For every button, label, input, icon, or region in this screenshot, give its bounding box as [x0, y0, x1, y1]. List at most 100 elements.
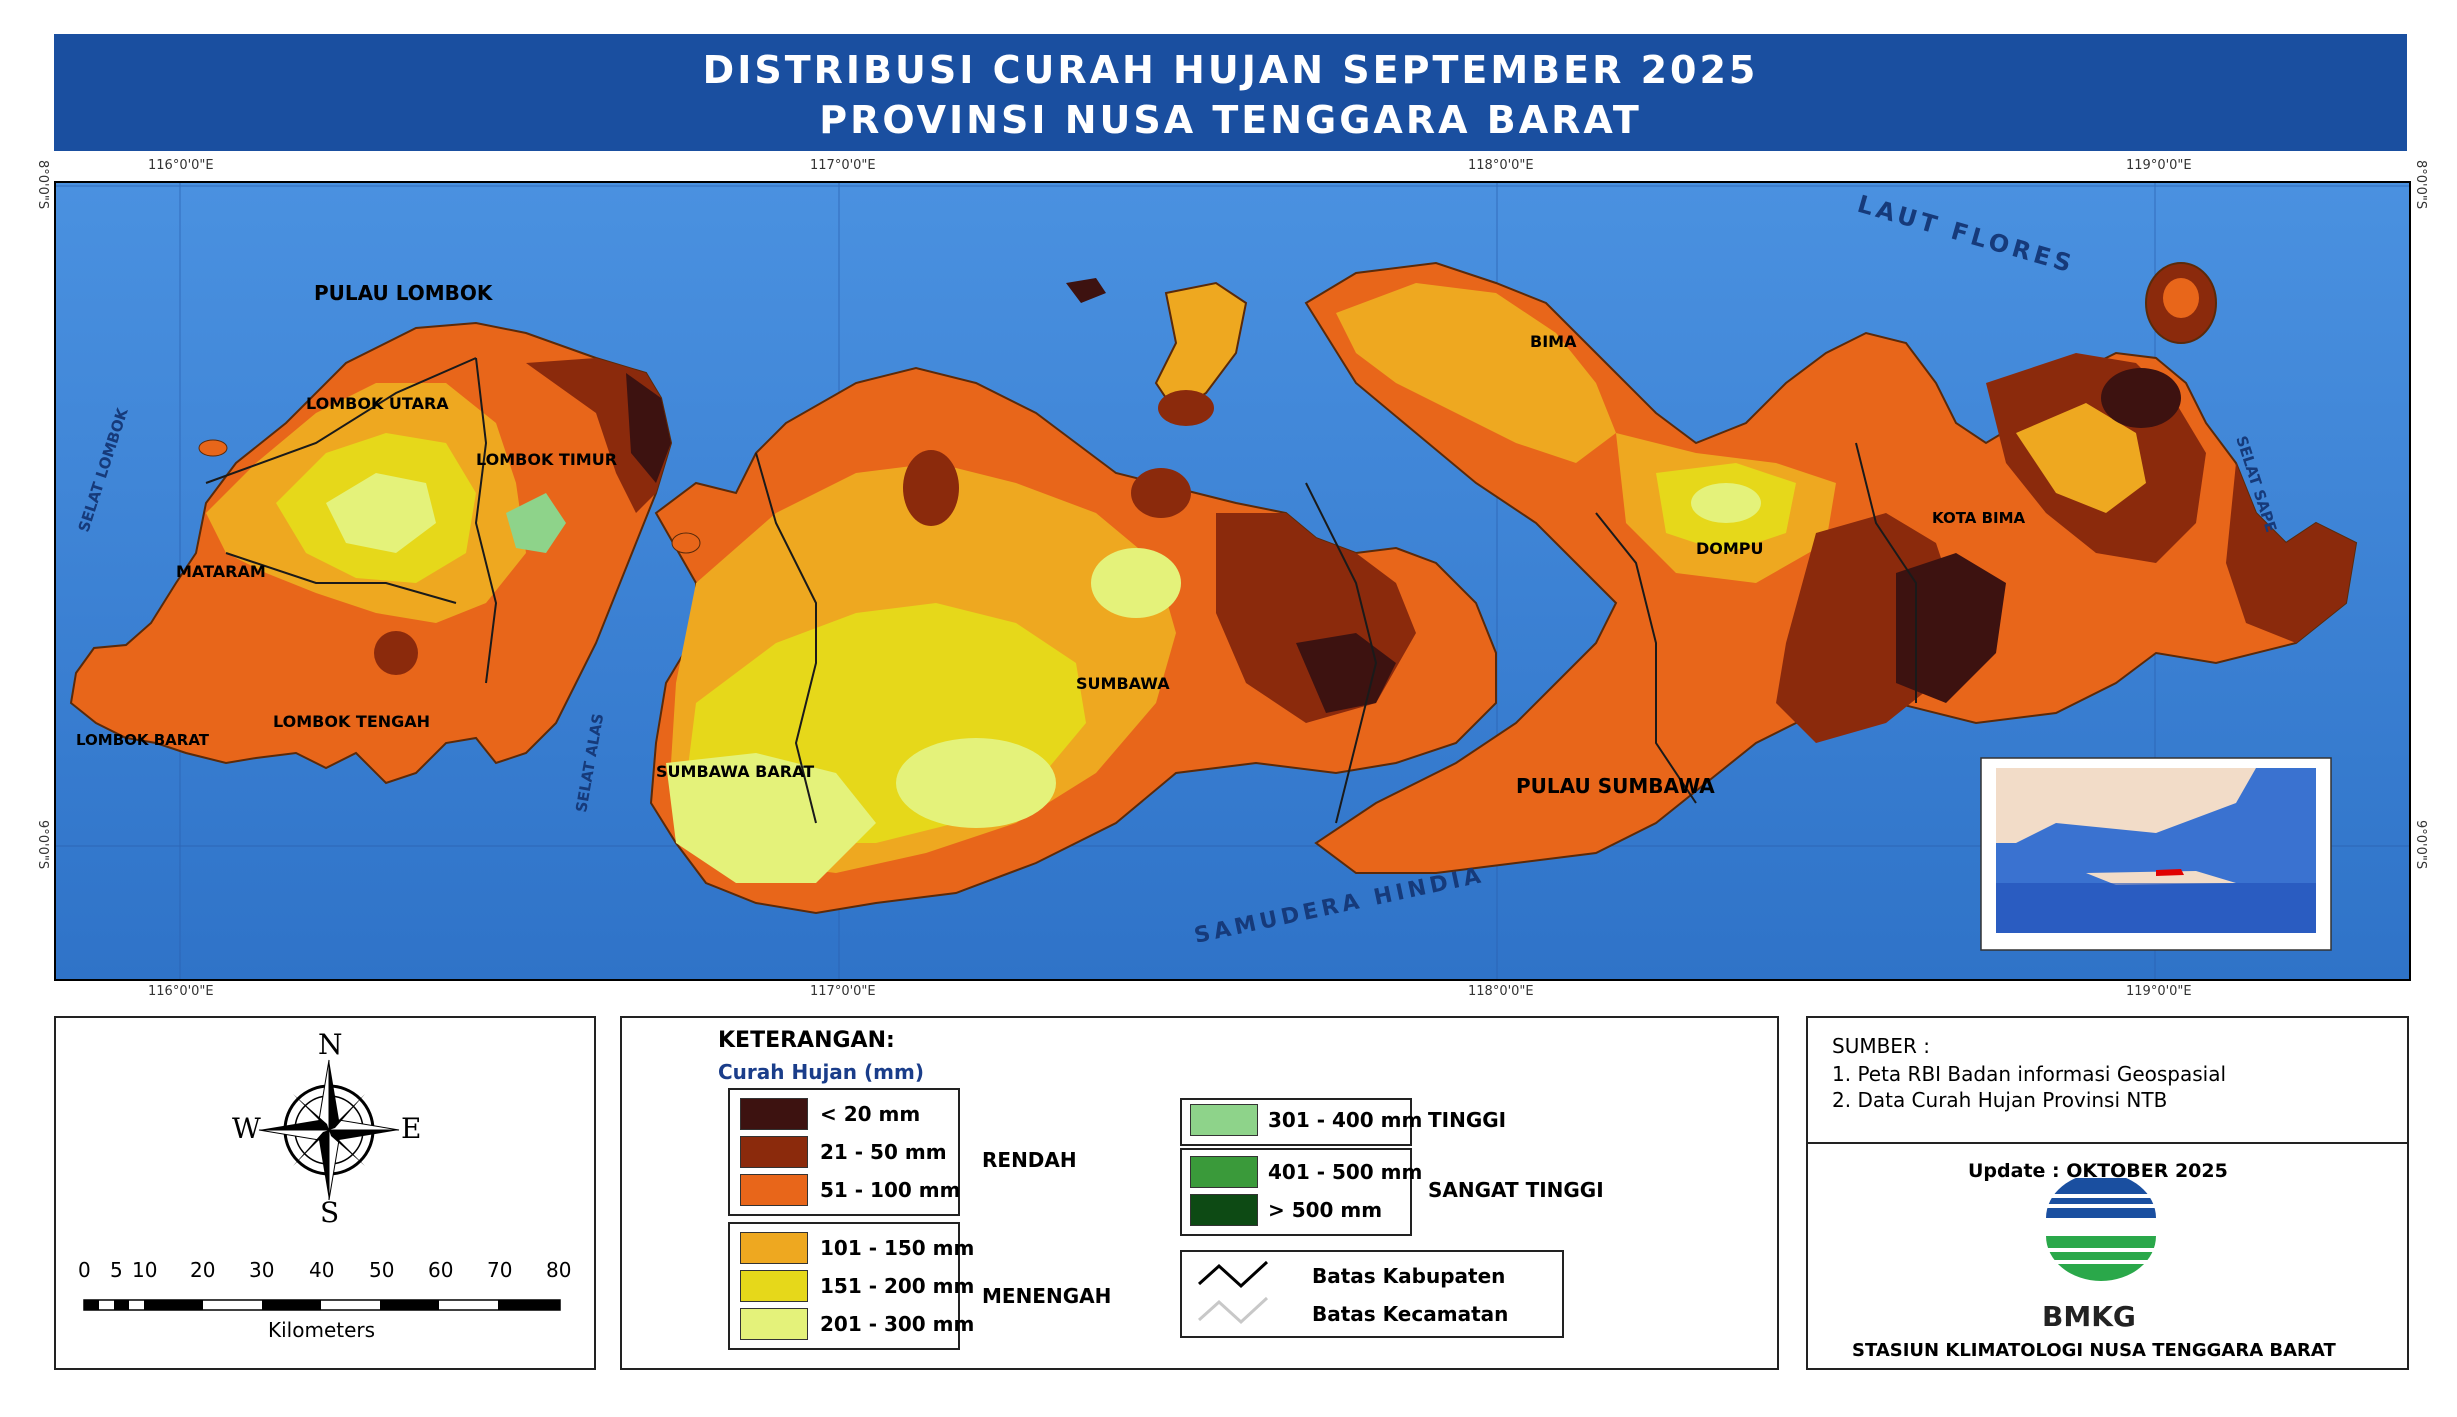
bima-zone-101-150-north [1336, 283, 1616, 463]
label-lombok-utara: LOMBOK UTARA [306, 394, 449, 413]
legend-boundary-kabupaten: Batas Kabupaten [1312, 1264, 1506, 1288]
legend-swatch-51-100 [740, 1174, 808, 1206]
legend-group-menengah [728, 1222, 960, 1350]
island-gili [198, 439, 228, 457]
sumbawa-zone-201-300-south [896, 738, 1056, 828]
legend-label-over-500: > 500 mm [1268, 1198, 1383, 1222]
legend-label-401-500: 401 - 500 mm [1268, 1160, 1423, 1184]
legend-swatch-101-150 [740, 1232, 808, 1264]
scale-tick-40: 40 [309, 1258, 335, 1282]
island-small-dark [1158, 390, 1214, 426]
legend-swatch-401-500 [1190, 1156, 1258, 1188]
station-name: STASIUN KLIMATOLOGI NUSA TENGGARA BARAT [1852, 1340, 2336, 1361]
inset-locator-map [1980, 757, 2332, 951]
label-lombok-timur: LOMBOK TIMUR [476, 450, 617, 469]
legend-label-51-100: 51 - 100 mm [820, 1178, 961, 1202]
rainfall-map: PULAU LOMBOK LOMBOK UTARA LOMBOK TIMUR M… [56, 183, 2409, 979]
sumbawa-zone-21-50-north [903, 450, 959, 526]
label-dompu: DOMPU [1696, 539, 1764, 558]
legend-swatch-over-500 [1190, 1194, 1258, 1226]
lon-tick-bottom-117: 117°0'0"E [810, 984, 876, 999]
legend-category-menengah: MENENGAH [982, 1284, 1112, 1308]
scale-tick-5: 5 [110, 1258, 123, 1282]
lon-tick-top-116: 116°0'0"E [148, 158, 214, 173]
moyo-zone-21-50 [1131, 468, 1191, 518]
kabupaten-line-icon [1197, 1260, 1269, 1289]
source-heading: SUMBER : [1832, 1034, 1930, 1058]
legend-label-151-200: 151 - 200 mm [820, 1274, 975, 1298]
compass-n: N [318, 1028, 343, 1061]
legend-group-sangat-tinggi [1180, 1148, 1412, 1236]
lat-tick-right-8: 8°0'0"S [2413, 160, 2428, 210]
bmkg-logo [2046, 1178, 2156, 1281]
lon-tick-top-118: 118°0'0"E [1468, 158, 1534, 173]
legend-group-tinggi [1180, 1098, 1412, 1146]
lat-tick-right-9: 9°0'0"S [2413, 820, 2428, 870]
bima-zone-under-20 [1896, 553, 2006, 703]
lon-tick-top-117: 117°0'0"E [810, 158, 876, 173]
scale-tick-10: 10 [132, 1258, 158, 1282]
legend-label-201-300: 201 - 300 mm [820, 1312, 975, 1336]
legend-boundary-symbols [1197, 1260, 1269, 1325]
regency-boundaries [205, 357, 1917, 824]
sumbawa-zone-201-300-moyo [1091, 548, 1181, 618]
legend-swatch-301-400 [1190, 1104, 1258, 1136]
inset-landmass-java [2086, 871, 2236, 885]
title-banner: DISTRIBUSI CURAH HUJAN SEPTEMBER 2025 PR… [54, 34, 2407, 151]
map-labels: PULAU LOMBOK LOMBOK UTARA LOMBOK TIMUR M… [76, 281, 2026, 798]
compass-s: S [320, 1196, 340, 1229]
lombok-island [69, 321, 673, 785]
map-panel: PULAU LOMBOK LOMBOK UTARA LOMBOK TIMUR M… [54, 181, 2411, 981]
sumbawa-zone-201-300-west [666, 753, 876, 883]
source-item-1: 1. Peta RBI Badan informasi Geospasial [1832, 1062, 2227, 1086]
island-tiny-east-lombok [671, 532, 701, 554]
lat-tick-left-9: 9°0'0"S [35, 820, 50, 870]
legend-subheading: Curah Hujan (mm) [718, 1060, 924, 1084]
lon-tick-bottom-118: 118°0'0"E [1468, 984, 1534, 999]
legend-boundary-kecamatan: Batas Kecamatan [1312, 1302, 1509, 1326]
inset-landmass-north [1996, 768, 2256, 843]
scale-tick-20: 20 [190, 1258, 216, 1282]
island-labuhan-badas [1154, 281, 1248, 415]
scale-tick-60: 60 [428, 1258, 454, 1282]
label-lombok-tengah: LOMBOK TENGAH [273, 712, 430, 731]
dompu-zone-201-300 [1691, 483, 1761, 523]
legend-category-sangat-tinggi: SANGAT TINGGI [1428, 1178, 1604, 1202]
sape-zone-21-50 [2226, 463, 2356, 643]
label-sumbawa: SUMBAWA [1076, 674, 1170, 693]
scale-tick-70: 70 [487, 1258, 513, 1282]
island-tiny-north [1066, 278, 1106, 303]
legend-swatch-151-200 [740, 1270, 808, 1302]
sumbawa-zone-under-20 [1296, 633, 1396, 713]
label-pulau-sumbawa: PULAU SUMBAWA [1516, 774, 1715, 798]
label-mataram: MATARAM [176, 562, 266, 581]
label-sumbawa-barat: SUMBAWA BARAT [656, 762, 814, 781]
legend-group-boundaries [1180, 1250, 1564, 1338]
lon-tick-bottom-119: 119°0'0"E [2126, 984, 2192, 999]
legend-category-tinggi: TINGGI [1428, 1108, 1507, 1132]
sumbawa-east-island [1304, 261, 2358, 874]
label-lombok-barat: LOMBOK BARAT [76, 731, 210, 749]
legend-category-rendah: RENDAH [982, 1148, 1077, 1172]
lat-tick-left-8: 8°0'0"S [35, 160, 50, 210]
lombok-zone-201-300 [326, 473, 436, 553]
agency-panel: Update : OKTOBER 2025 BMKG STASIUN KLIMA… [1806, 1142, 2409, 1370]
legend-label-21-50: 21 - 50 mm [820, 1140, 947, 1164]
scale-bar [83, 1299, 561, 1311]
inset-ntb-highlight [2156, 869, 2184, 876]
source-item-2: 2. Data Curah Hujan Provinsi NTB [1832, 1088, 2168, 1112]
agency-name: BMKG [2042, 1300, 2136, 1333]
map-title: DISTRIBUSI CURAH HUJAN SEPTEMBER 2025 [702, 48, 1759, 92]
update-date: Update : OKTOBER 2025 [1968, 1160, 2228, 1182]
scale-tick-30: 30 [249, 1258, 275, 1282]
compass-e: E [401, 1112, 422, 1145]
sangeang-zone-51-100 [2163, 278, 2199, 318]
bima-zone-under-20-ne [2101, 368, 2181, 428]
lombok-zone-301-400 [506, 493, 566, 553]
legend-heading: KETERANGAN: [718, 1028, 895, 1053]
compass-w: W [232, 1112, 261, 1145]
lombok-zone-under-20 [626, 373, 671, 483]
kecamatan-line-icon [1197, 1296, 1269, 1325]
compass-scale-panel: N S W E 0 5 10 20 30 40 50 60 70 80 Kilo… [54, 1016, 596, 1370]
scale-tick-50: 50 [369, 1258, 395, 1282]
